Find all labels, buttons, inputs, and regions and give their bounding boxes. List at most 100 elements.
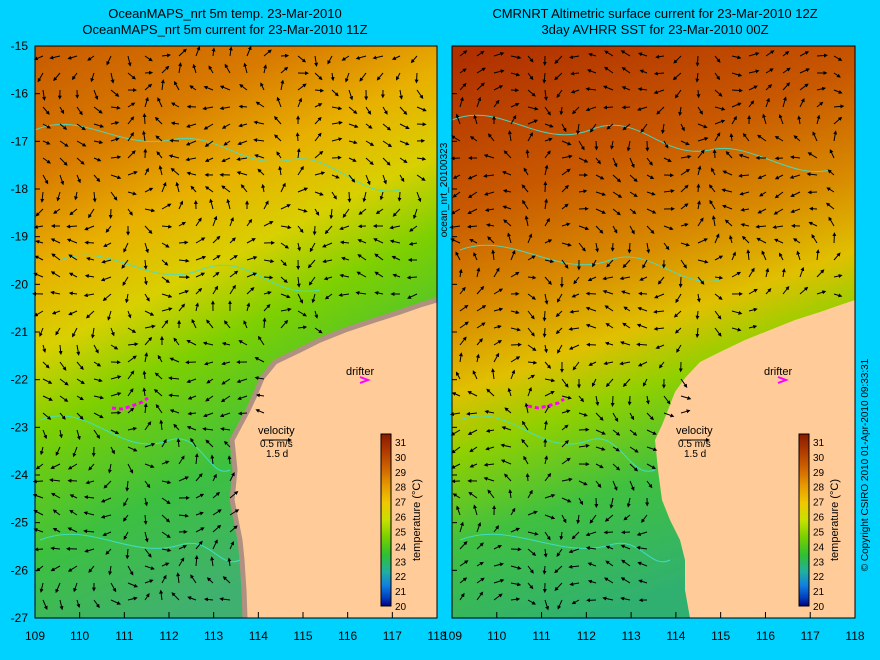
current-vector — [59, 361, 67, 371]
current-vector — [33, 310, 44, 317]
current-vector — [221, 378, 231, 385]
current-vector — [833, 104, 845, 109]
current-vector — [210, 556, 215, 567]
current-vector — [260, 82, 265, 91]
current-vector — [59, 599, 64, 611]
current-vector — [194, 555, 199, 567]
current-vector — [314, 103, 323, 108]
current-vector — [144, 225, 153, 235]
current-vector — [748, 288, 758, 295]
current-vector — [195, 272, 206, 278]
current-vector — [254, 357, 265, 363]
current-vector — [561, 168, 571, 176]
current-vector — [263, 259, 275, 264]
current-vector — [331, 137, 343, 142]
current-vector — [656, 106, 665, 115]
lon-tick-label: 112 — [159, 629, 178, 643]
current-vector — [229, 509, 240, 516]
current-vector — [246, 272, 258, 278]
copyright-label: © Copyright CSIRO 2010 01-Apr-2010 09:33… — [860, 358, 871, 571]
left-drifter-symbol — [359, 376, 371, 384]
current-vector — [178, 303, 186, 312]
current-vector — [355, 291, 367, 295]
current-vector — [168, 376, 180, 381]
current-vector — [493, 69, 505, 74]
current-vector — [493, 99, 500, 108]
current-vector — [110, 446, 115, 455]
current-vector — [169, 357, 180, 363]
current-vector — [774, 135, 784, 142]
current-vector — [53, 208, 61, 214]
current-vector — [59, 157, 68, 166]
current-vector — [90, 327, 95, 339]
current-vector — [107, 463, 112, 474]
current-vector — [510, 356, 521, 363]
current-vector — [544, 137, 553, 142]
current-vector — [161, 242, 170, 248]
current-vector — [263, 303, 271, 312]
current-vector — [595, 395, 600, 407]
current-vector — [825, 202, 835, 210]
current-vector — [156, 151, 163, 159]
current-vector — [92, 191, 97, 203]
current-vector — [711, 215, 716, 227]
current-vector — [762, 113, 767, 125]
current-vector — [609, 497, 614, 509]
current-vector — [602, 289, 614, 295]
current-vector — [93, 429, 101, 439]
current-vector — [161, 574, 167, 584]
current-vector — [263, 275, 274, 280]
current-vector — [525, 149, 530, 159]
current-vector — [646, 191, 656, 196]
colorbar-tick-label: 26 — [813, 513, 825, 524]
current-vector — [280, 307, 292, 312]
current-vector — [175, 181, 180, 193]
current-vector — [561, 259, 569, 269]
lon-tick-label: 113 — [204, 629, 223, 643]
current-vector — [223, 440, 231, 448]
current-vector — [697, 137, 709, 142]
left-colorbar-label: temperature (°C) — [411, 479, 423, 561]
current-vector — [261, 183, 266, 193]
current-vector — [195, 493, 205, 499]
current-vector — [365, 157, 374, 166]
current-vector — [828, 216, 835, 227]
current-vector — [206, 577, 214, 584]
current-vector — [493, 85, 504, 91]
current-vector — [554, 565, 563, 574]
current-vector — [69, 494, 78, 499]
current-vector — [35, 239, 44, 244]
current-vector — [646, 429, 657, 435]
current-vector — [604, 514, 614, 522]
current-vector — [144, 352, 149, 363]
lon-tick-label: 109 — [442, 629, 462, 643]
current-vector — [243, 62, 248, 74]
current-vector — [379, 191, 384, 201]
current-vector — [573, 276, 580, 285]
colorbar-tick-label: 22 — [395, 572, 407, 583]
current-vector — [658, 361, 665, 369]
current-vector — [636, 531, 648, 536]
current-vector — [568, 548, 580, 554]
current-vector — [76, 429, 81, 441]
colorbar-tick-label: 24 — [395, 542, 407, 553]
current-vector — [49, 478, 61, 483]
current-vector — [790, 191, 801, 197]
current-vector — [221, 185, 231, 193]
current-vector — [194, 453, 199, 465]
current-vector — [476, 322, 486, 329]
current-vector — [714, 106, 726, 111]
current-vector — [757, 134, 767, 142]
current-vector — [561, 424, 569, 431]
current-vector — [127, 426, 138, 431]
current-vector — [637, 52, 648, 57]
current-vector — [527, 374, 536, 380]
current-vector — [127, 170, 138, 176]
current-vector — [501, 426, 512, 431]
current-vector — [748, 100, 755, 108]
current-vector — [59, 106, 65, 115]
current-vector — [280, 79, 285, 91]
current-vector — [103, 480, 112, 489]
current-vector — [110, 375, 122, 380]
current-vector — [58, 344, 63, 356]
